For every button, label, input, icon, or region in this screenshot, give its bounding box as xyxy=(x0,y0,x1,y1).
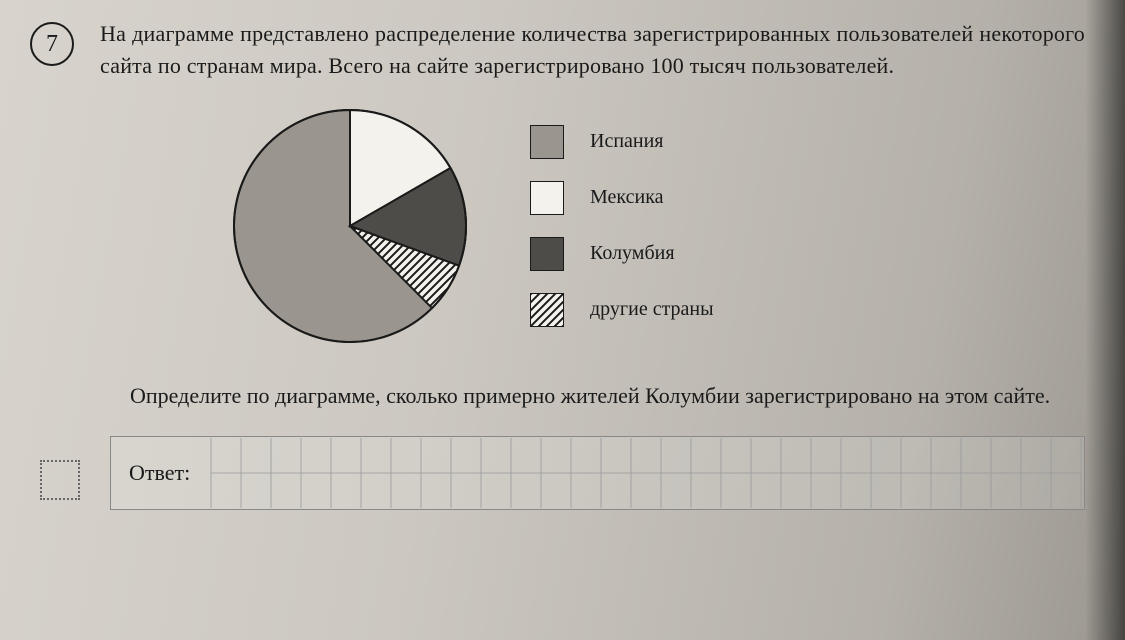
question-row: 7 На диаграмме представлено распределени… xyxy=(30,18,1085,82)
legend-label: другие страны xyxy=(590,298,714,321)
answer-grid-lines xyxy=(111,437,1084,509)
legend-swatch xyxy=(530,237,564,271)
question-text: На диаграмме представлено распределение … xyxy=(100,18,1085,82)
legend-swatch xyxy=(530,293,564,327)
page: 7 На диаграмме представлено распределени… xyxy=(0,0,1125,640)
photo-shadow xyxy=(1085,0,1125,640)
legend-label: Испания xyxy=(590,130,664,153)
legend: Испания Мексика Колумбия другие страны xyxy=(530,125,714,327)
legend-row: Испания xyxy=(530,125,714,159)
chart-area: Испания Мексика Колумбия другие страны xyxy=(230,106,1085,346)
legend-row: Колумбия xyxy=(530,237,714,271)
legend-swatch xyxy=(530,181,564,215)
answer-label: Ответ: xyxy=(129,460,190,486)
followup-text: Определите по диаграмме, сколько примерн… xyxy=(130,380,1075,412)
question-number: 7 xyxy=(46,31,58,58)
answer-grid: Ответ: xyxy=(110,436,1085,510)
answer-area: Ответ: xyxy=(30,436,1085,510)
legend-swatch xyxy=(530,125,564,159)
legend-label: Колумбия xyxy=(590,242,675,265)
legend-row: Мексика xyxy=(530,181,714,215)
legend-label: Мексика xyxy=(590,186,664,209)
legend-row: другие страны xyxy=(530,293,714,327)
checkbox-dotted xyxy=(40,460,80,500)
pie-chart xyxy=(230,106,470,346)
question-number-circle: 7 xyxy=(30,22,74,66)
